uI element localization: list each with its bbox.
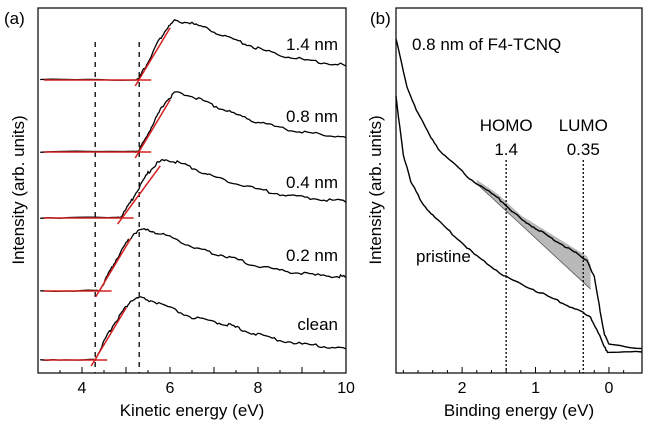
series-0-8-nm: 0.8 nm: [40, 91, 347, 159]
panel-b-shaded-region: [476, 179, 591, 290]
spectrum-line: [395, 38, 643, 350]
shaded-area: [476, 179, 591, 290]
panel-b-xlabel: Binding energy (eV): [444, 401, 594, 420]
panel-a-series: clean 0.2 nm 0.4 nm 0.8 nm 1.4 nm: [40, 19, 347, 367]
panel-b-frame: [395, 7, 643, 374]
panel-a-label: (a): [4, 9, 25, 28]
spectrum-line: [40, 91, 347, 154]
slope-fit-line: [116, 165, 161, 225]
panel-b-ylabel: Intensity (arb. units): [366, 115, 385, 264]
series-label: 0.8 nm of F4-TCNQ: [412, 35, 561, 54]
series-1-4-nm: 1.4 nm: [40, 19, 347, 87]
series-clean: clean: [40, 296, 347, 367]
panel-a-xlabel: Kinetic energy (eV): [120, 401, 265, 420]
slope-fit-line: [90, 307, 127, 367]
slope-fit-line: [94, 238, 132, 298]
panel-b-series: 0.8 nm of F4-TCNQ pristine: [395, 35, 643, 354]
panel-b: (b) 2 1 0 HOMO 1.4 LUMO 0.35 0.8 nm of F4-TCN…: [366, 7, 643, 420]
series-label: clean: [297, 315, 338, 334]
series-label: 0.2 nm: [286, 246, 338, 265]
marker-value: 0.35: [567, 140, 600, 159]
series-pristine: pristine: [395, 95, 643, 354]
spectrum-line: [40, 19, 347, 81]
slope-fit-line: [134, 99, 171, 159]
series-0-2-nm: 0.2 nm: [40, 227, 347, 298]
panel-b-label: (b): [370, 9, 391, 28]
x-tick-label: 1: [531, 380, 540, 397]
panel-a-ylabel: Intensity (arb. units): [9, 115, 28, 264]
spectrum-line: [395, 95, 643, 354]
marker-label: HOMO: [480, 116, 533, 135]
spectrum-line: [40, 158, 347, 219]
series-label: 1.4 nm: [286, 35, 338, 54]
linear-background-line: [476, 183, 591, 290]
panel-a-x-ticks: 4 6 8 10: [37, 367, 355, 397]
x-tick-label: 6: [166, 380, 175, 397]
x-tick-label: 0: [605, 380, 614, 397]
series-label: 0.4 nm: [286, 173, 338, 192]
spectrum-line: [40, 227, 347, 292]
panel-b-markers: HOMO 1.4 LUMO 0.35: [480, 116, 608, 373]
series-label: 0.8 nm: [286, 107, 338, 126]
x-tick-label: 8: [254, 380, 263, 397]
series-f4-tcnq: 0.8 nm of F4-TCNQ: [395, 35, 643, 350]
marker-value: 1.4: [494, 140, 518, 159]
x-tick-label: 10: [337, 380, 355, 397]
slope-fit-line: [134, 27, 171, 87]
marker-label: LUMO: [559, 116, 608, 135]
spectrum-line: [40, 296, 347, 362]
series-label: pristine: [416, 247, 471, 266]
x-tick-label: 2: [458, 380, 467, 397]
panel-b-x-ticks: 2 1 0: [402, 367, 625, 397]
x-tick-label: 4: [78, 380, 87, 397]
series-0-4-nm: 0.4 nm: [40, 158, 347, 225]
